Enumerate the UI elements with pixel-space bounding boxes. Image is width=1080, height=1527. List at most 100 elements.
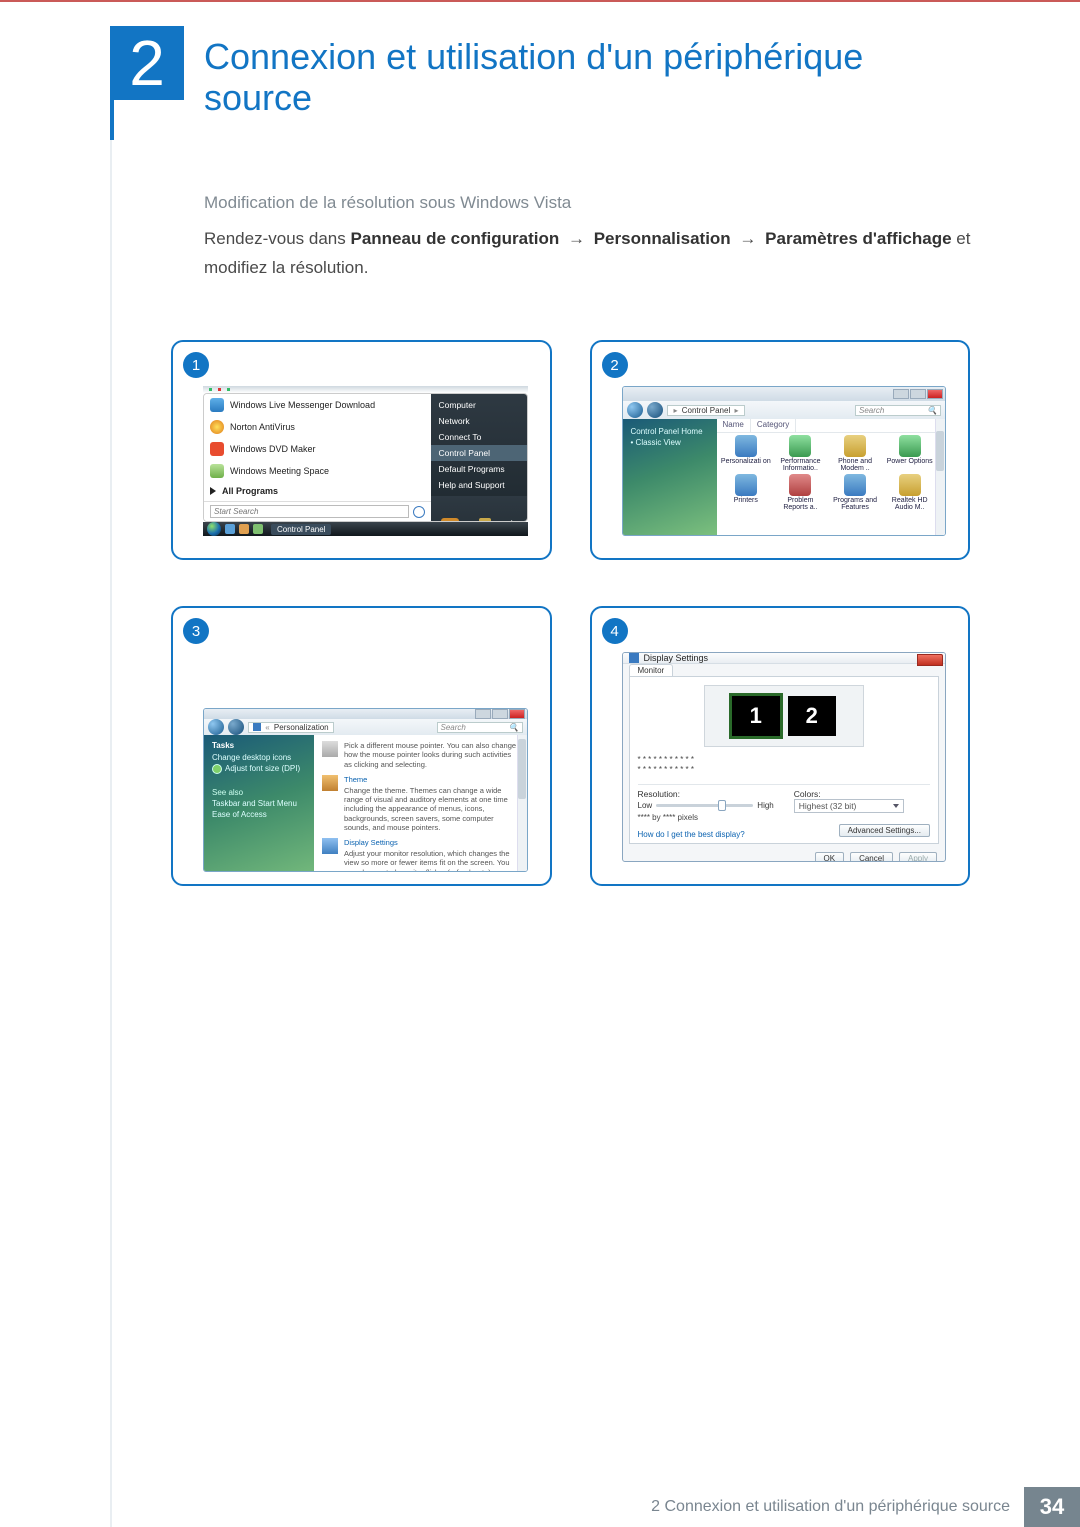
- personalization-entry[interactable]: Pick a different mouse pointer. You can …: [322, 741, 519, 769]
- column-headers: Name Category: [717, 419, 946, 433]
- slider-thumb[interactable]: [718, 800, 726, 811]
- breadcrumb[interactable]: « Personalization: [248, 722, 334, 733]
- close-button[interactable]: [917, 654, 943, 666]
- taskbar-quicklaunch-icon[interactable]: [225, 524, 235, 534]
- controlpanel-item[interactable]: Realtek HD Audio M..: [884, 474, 935, 511]
- startmenu-item[interactable]: Norton AntiVirus: [204, 416, 431, 438]
- taskbar-button[interactable]: Control Panel: [271, 524, 331, 535]
- explorer-search[interactable]: Search 🔍: [437, 722, 523, 733]
- bullet-icon: •: [631, 438, 634, 447]
- resolution-label: Resolution:: [638, 789, 774, 799]
- all-programs[interactable]: All Programs: [204, 482, 431, 500]
- taskbar-quicklaunch-icon[interactable]: [239, 524, 249, 534]
- advanced-settings-button[interactable]: Advanced Settings...: [839, 824, 930, 837]
- maximize-button[interactable]: [492, 709, 508, 719]
- maximize-button[interactable]: [910, 389, 926, 399]
- monitor-1[interactable]: 1: [732, 696, 780, 736]
- monitor-2[interactable]: 2: [788, 696, 836, 736]
- sidebar-link[interactable]: • Classic View: [631, 438, 709, 447]
- sidebar-link[interactable]: Taskbar and Start Menu: [212, 799, 306, 808]
- slider-track[interactable]: [656, 804, 753, 807]
- all-programs-label: All Programs: [222, 486, 278, 496]
- startmenu-item-label: Windows Live Messenger Download: [230, 400, 375, 410]
- apply-button[interactable]: Apply: [899, 852, 937, 862]
- controlpanel-item[interactable]: Problem Reports a..: [775, 474, 826, 511]
- sidebar-link[interactable]: Adjust font size (DPI): [212, 764, 306, 774]
- startmenu-right-item[interactable]: Connect To: [431, 429, 527, 445]
- top-rule: [0, 0, 1080, 2]
- personalization-entry[interactable]: ThemeChange the theme. Themes can change…: [322, 775, 519, 832]
- scrollbar[interactable]: [517, 735, 527, 872]
- controlpanel-item[interactable]: Phone and Modem ..: [830, 435, 881, 472]
- start-orb-icon[interactable]: [207, 522, 221, 536]
- start-search-input[interactable]: [210, 505, 409, 518]
- sidebar-link[interactable]: Control Panel Home: [631, 427, 709, 436]
- startmenu-power-row: [431, 496, 527, 522]
- window-titlebar: [623, 387, 946, 401]
- minimize-button[interactable]: [475, 709, 491, 719]
- startmenu-right-item[interactable]: Control Panel: [431, 445, 527, 461]
- sidebar-link[interactable]: Change desktop icons: [212, 753, 306, 762]
- scrollbar-thumb[interactable]: [936, 431, 944, 471]
- startmenu-item[interactable]: Windows Live Messenger Download: [204, 394, 431, 416]
- controlpanel-item-label: Printers: [734, 497, 758, 504]
- colors-dropdown[interactable]: Highest (32 bit): [794, 799, 904, 813]
- startmenu-item-label: Windows Meeting Space: [230, 466, 329, 476]
- entry-title: Display Settings: [344, 838, 519, 847]
- forward-button-icon[interactable]: [228, 719, 244, 735]
- startmenu-right-item[interactable]: Help and Support: [431, 477, 527, 493]
- left-rule: [110, 30, 112, 1527]
- explorer-navbar: ▸ Control Panel ▸ Search 🔍: [623, 401, 946, 419]
- tab-monitor[interactable]: Monitor: [629, 664, 674, 676]
- col-category[interactable]: Category: [751, 419, 796, 432]
- app-icon: [210, 420, 224, 434]
- arrow-icon: →: [564, 225, 589, 254]
- controlpanel-item-icon: [789, 435, 811, 457]
- entry-title: Theme: [344, 775, 519, 784]
- minimize-button[interactable]: [893, 389, 909, 399]
- back-button-icon[interactable]: [627, 402, 643, 418]
- startmenu-right-item[interactable]: Default Programs: [431, 461, 527, 477]
- scrollbar-thumb[interactable]: [518, 739, 526, 799]
- cancel-button[interactable]: Cancel: [850, 852, 893, 862]
- back-button-icon[interactable]: [208, 719, 224, 735]
- screenshot-grid: 1 Windows Live Messenger Download Norton …: [171, 340, 970, 886]
- monitor-preview: 1 2: [704, 685, 864, 747]
- close-button[interactable]: [927, 389, 943, 399]
- screenshot-card-1: 1 Windows Live Messenger DownloadNorton …: [171, 340, 552, 560]
- controlpanel-item[interactable]: Power Options: [884, 435, 935, 472]
- app-icon: [210, 464, 224, 478]
- sidebar-link[interactable]: Ease of Access: [212, 810, 306, 819]
- search-placeholder: Search: [859, 406, 884, 415]
- startmenu-right-item[interactable]: Computer: [431, 397, 527, 413]
- entry-text: ThemeChange the theme. Themes can change…: [344, 775, 519, 832]
- controlpanel-item-label: Programs and Features: [830, 497, 881, 511]
- search-icon: 🔍: [509, 723, 519, 732]
- breadcrumb-sep-icon: ▸: [672, 406, 680, 415]
- search-placeholder: Search: [441, 723, 466, 732]
- controlpanel-item-label: Performance Informatio..: [775, 458, 826, 472]
- desc-tail-1: et: [956, 229, 970, 248]
- resolution-slider[interactable]: Low High: [638, 801, 774, 810]
- explorer-search[interactable]: Search 🔍: [855, 405, 941, 416]
- breadcrumb[interactable]: ▸ Control Panel ▸: [667, 405, 746, 416]
- startmenu-item[interactable]: Windows DVD Maker: [204, 438, 431, 460]
- startmenu-item[interactable]: Windows Meeting Space: [204, 460, 431, 482]
- col-name[interactable]: Name: [717, 419, 751, 432]
- startmenu-right-item[interactable]: Network: [431, 413, 527, 429]
- controlpanel-item[interactable]: Programs and Features: [830, 474, 881, 511]
- controlpanel-item[interactable]: Printers: [721, 474, 772, 511]
- footer-chapter-ref: 2 Connexion et utilisation d'un périphér…: [651, 1498, 1024, 1516]
- resolution-readout: **** by **** pixels: [638, 813, 774, 822]
- forward-button-icon[interactable]: [647, 402, 663, 418]
- close-button[interactable]: [509, 709, 525, 719]
- controlpanel-item[interactable]: Performance Informatio..: [775, 435, 826, 472]
- start-search[interactable]: [204, 501, 431, 521]
- personalization-entry[interactable]: Display SettingsAdjust your monitor reso…: [322, 838, 519, 871]
- scrollbar[interactable]: [935, 419, 945, 535]
- controlpanel-item[interactable]: Personalizati on: [721, 435, 772, 472]
- startmenu-right: ComputerNetworkConnect ToControl PanelDe…: [431, 394, 527, 496]
- ok-button[interactable]: OK: [815, 852, 845, 862]
- chapter-number-badge: 2: [110, 26, 184, 100]
- taskbar-quicklaunch-icon[interactable]: [253, 524, 263, 534]
